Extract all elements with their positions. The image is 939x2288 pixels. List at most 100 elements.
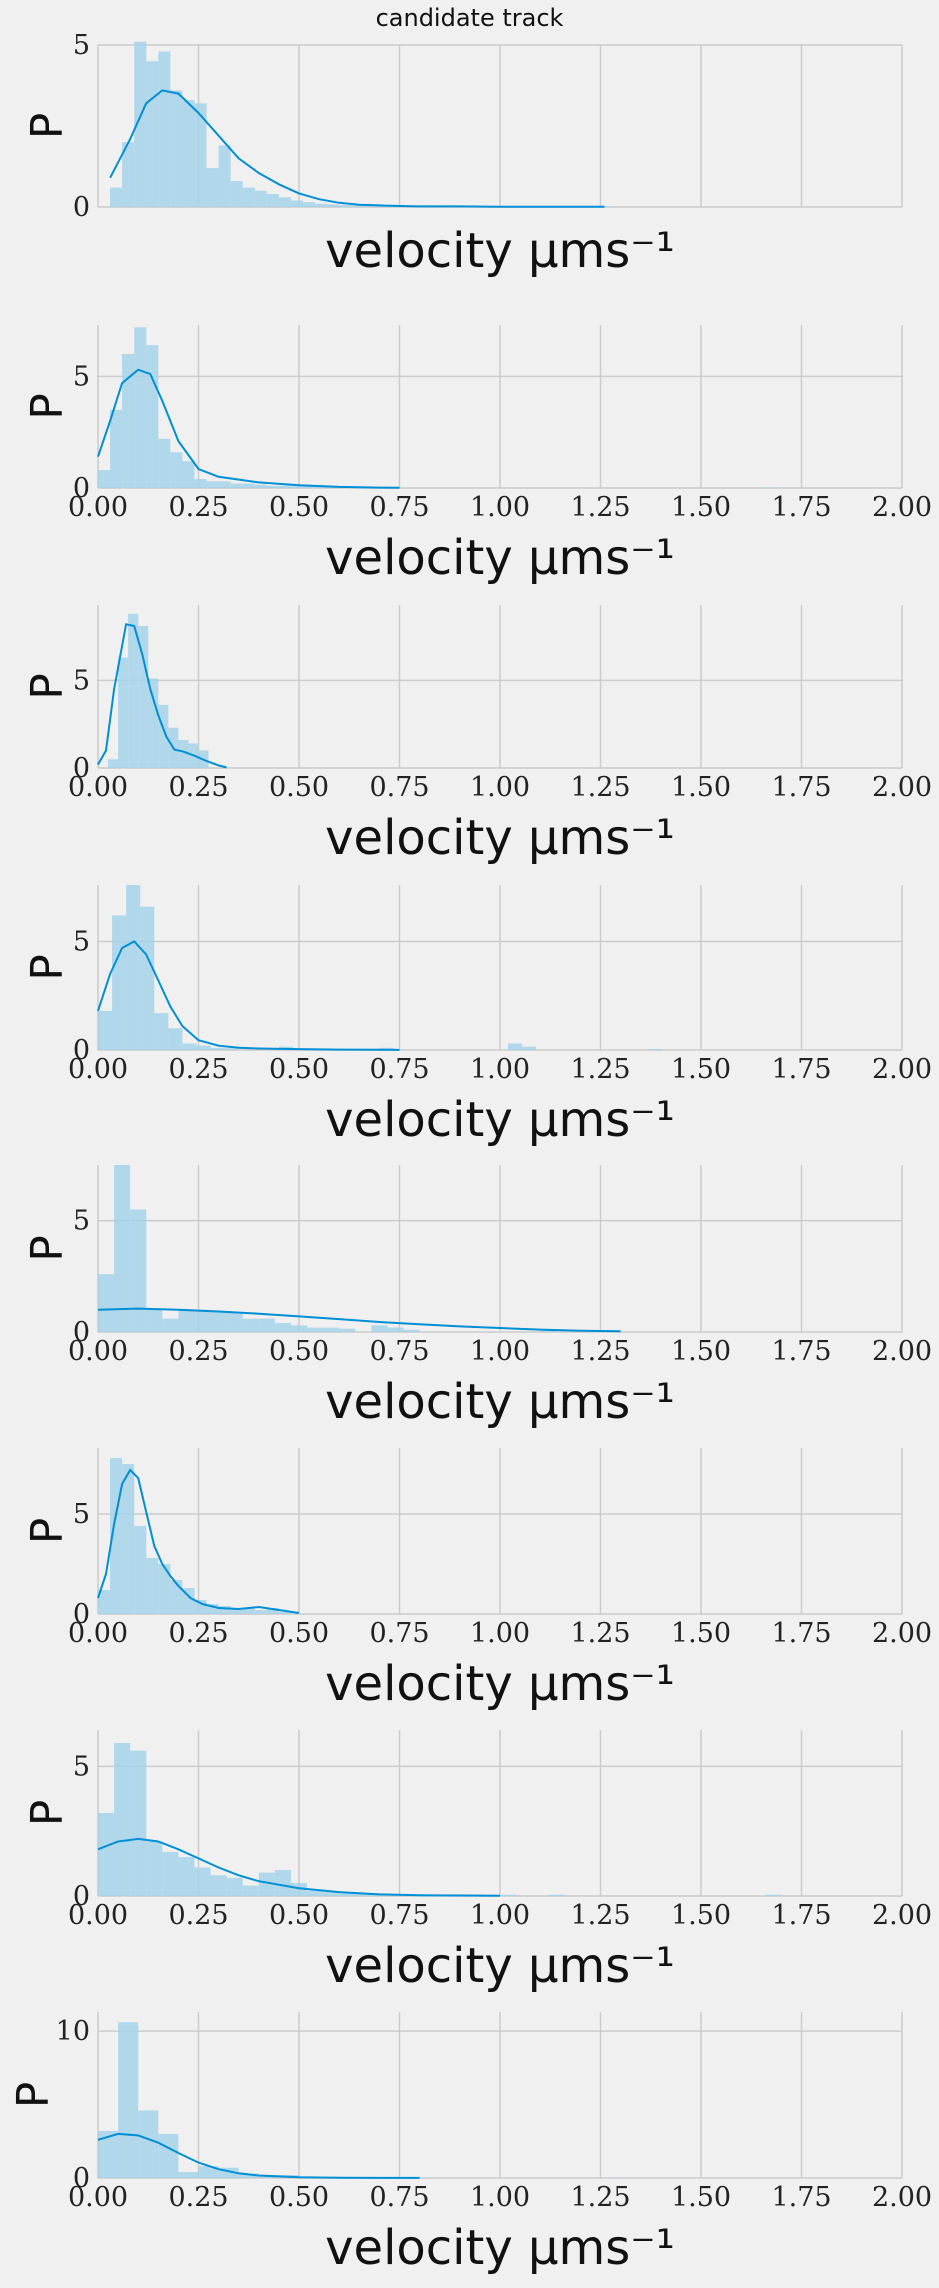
- histogram-bar: [219, 481, 231, 488]
- x-tick-label: 2.00: [872, 2182, 932, 2213]
- histogram-bar: [339, 205, 351, 207]
- x-tick-label: 1.25: [570, 1618, 630, 1649]
- x-tick-label: 2.00: [872, 1336, 932, 1367]
- histogram-bar: [227, 1878, 243, 1896]
- x-tick-label: 1.00: [470, 1054, 530, 1085]
- histogram-bar: [211, 1312, 227, 1332]
- histogram-bar: [168, 1028, 182, 1050]
- histogram-bar: [130, 1210, 146, 1332]
- x-tick-label: 1.75: [771, 1618, 831, 1649]
- x-tick-label: 2.00: [872, 1618, 932, 1649]
- x-tick-label: 1.25: [570, 2182, 630, 2213]
- x-tick-label: 0.00: [68, 1054, 128, 1085]
- histogram-bar: [231, 484, 243, 488]
- histogram-bar: [255, 485, 267, 488]
- histogram-bar: [122, 1464, 134, 1614]
- histogram-bar: [146, 1310, 162, 1332]
- x-tick-label: 0.00: [68, 1618, 128, 1649]
- histogram-bar: [98, 1011, 112, 1050]
- histogram-bar: [170, 1580, 182, 1614]
- x-tick-label: 0.00: [68, 492, 128, 523]
- histogram-bar: [255, 1610, 267, 1614]
- histogram-bar: [178, 1857, 194, 1896]
- x-tick-label: 0.25: [168, 1618, 228, 1649]
- x-tick-label: 1.75: [771, 1054, 831, 1085]
- x-axis-label: velocity μms⁻¹: [325, 1656, 675, 1712]
- x-tick-label: 1.50: [671, 1336, 731, 1367]
- x-tick-label: 1.00: [470, 2182, 530, 2213]
- histogram-bar: [219, 145, 231, 207]
- y-tick-label: 5: [73, 665, 90, 696]
- histogram-bar: [110, 188, 122, 207]
- y-tick-label: 5: [73, 1499, 90, 1530]
- histogram-bar: [267, 486, 279, 488]
- histogram-bar: [196, 1046, 210, 1050]
- x-tick-label: 1.00: [470, 1618, 530, 1649]
- x-tick-label: 0.25: [168, 1336, 228, 1367]
- y-axis-label: P: [22, 113, 73, 140]
- histogram-bar: [146, 345, 158, 488]
- histogram-bar: [170, 452, 182, 488]
- histogram-bar: [154, 1013, 168, 1050]
- histogram-bar: [158, 51, 170, 207]
- x-tick-label: 0.50: [269, 1900, 329, 1931]
- x-tick-label: 0.00: [68, 1900, 128, 1931]
- histogram-bar: [243, 188, 255, 207]
- x-tick-label: 0.25: [168, 492, 228, 523]
- x-tick-label: 2.00: [872, 1054, 932, 1085]
- histogram-bar: [98, 1274, 114, 1332]
- x-tick-label: 1.50: [671, 1900, 731, 1931]
- y-tick-label: 5: [73, 30, 90, 61]
- x-axis-label: velocity μms⁻¹: [325, 1092, 675, 1148]
- histogram-bar: [307, 1328, 323, 1332]
- x-tick-label: 1.25: [570, 1054, 630, 1085]
- histogram-bar: [162, 1852, 178, 1896]
- x-tick-label: 0.75: [369, 772, 429, 803]
- histogram-bar: [138, 2110, 158, 2178]
- histogram-bar: [522, 1047, 536, 1050]
- histogram-bar: [279, 197, 291, 207]
- histogram-bar: [315, 204, 327, 207]
- histogram-bar: [227, 1312, 243, 1332]
- histogram-bar: [267, 194, 279, 207]
- x-tick-label: 1.00: [470, 1900, 530, 1931]
- x-tick-label: 0.75: [369, 1900, 429, 1931]
- histogram-bar: [162, 1319, 178, 1332]
- x-axis-label: velocity μms⁻¹: [325, 810, 675, 866]
- x-tick-label: 2.00: [872, 772, 932, 803]
- x-tick-label: 1.25: [570, 772, 630, 803]
- histogram-bar: [112, 915, 126, 1050]
- histogram-bar: [182, 1043, 196, 1050]
- histogram-bar: [387, 1328, 403, 1332]
- histogram-bar: [108, 759, 118, 768]
- histogram-bar: [508, 1043, 522, 1050]
- histogram-bar: [194, 479, 206, 488]
- histogram-bar: [327, 204, 339, 207]
- histogram-bar: [275, 1870, 291, 1896]
- histogram-bar: [243, 1886, 259, 1896]
- x-tick-label: 1.75: [771, 492, 831, 523]
- x-tick-label: 1.00: [470, 772, 530, 803]
- x-tick-label: 1.25: [570, 1900, 630, 1931]
- histogram-bar: [140, 907, 154, 1050]
- histogram-bar: [291, 486, 303, 488]
- histogram-bar: [118, 658, 128, 768]
- x-tick-label: 1.50: [671, 2182, 731, 2213]
- x-tick-label: 1.00: [470, 1336, 530, 1367]
- y-axis-label: P: [22, 393, 73, 420]
- x-axis-label: velocity μms⁻¹: [325, 2220, 675, 2276]
- x-tick-label: 0.50: [269, 772, 329, 803]
- histogram-bar: [291, 1325, 307, 1332]
- histogram-bar: [170, 90, 182, 207]
- histogram-bar: [339, 1329, 355, 1332]
- x-tick-label: 1.75: [771, 2182, 831, 2213]
- histogram-bar: [178, 2172, 198, 2178]
- x-tick-label: 2.00: [872, 492, 932, 523]
- histogram-bar: [291, 201, 303, 207]
